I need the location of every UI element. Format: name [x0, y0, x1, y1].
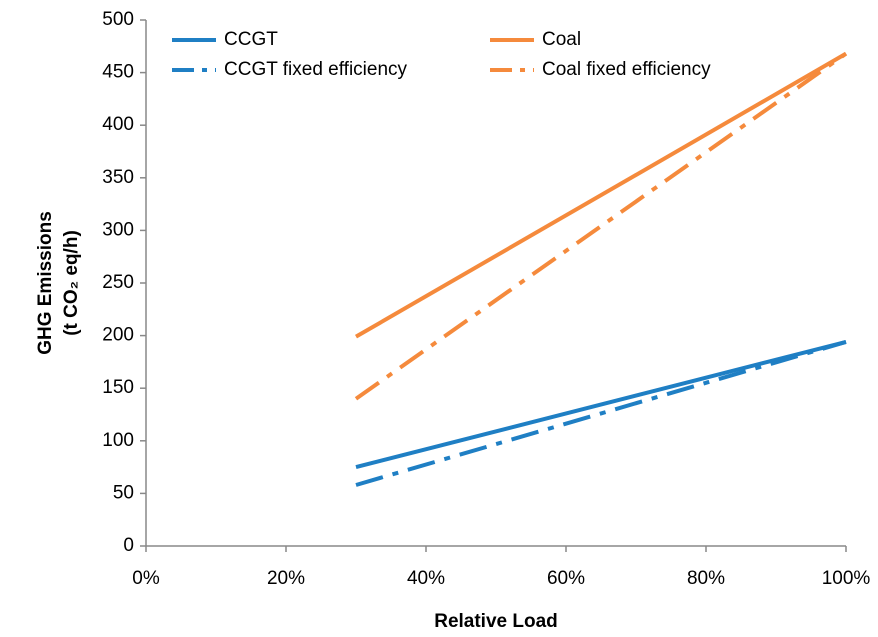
y-tick-label: 200 [102, 325, 134, 346]
y-tick-label: 250 [102, 272, 134, 293]
x-axis-label: Relative Load [434, 611, 558, 632]
series-line [355, 339, 847, 487]
y-tick-label: 0 [123, 535, 134, 556]
legend-label: CCGT [224, 29, 278, 50]
y-axis-label: (t CO₂ eq/h) [61, 230, 82, 336]
legend-label: Coal [542, 29, 581, 50]
x-tick-label: 40% [407, 568, 445, 589]
x-tick-label: 60% [547, 568, 585, 589]
x-tick-label: 100% [822, 568, 871, 589]
y-tick-label: 50 [113, 482, 134, 503]
y-tick-label: 100 [102, 430, 134, 451]
x-tick-label: 20% [267, 568, 305, 589]
y-axis-label: GHG Emissions [35, 211, 56, 355]
y-tick-label: 500 [102, 9, 134, 30]
y-tick-label: 150 [102, 377, 134, 398]
y-tick-label: 350 [102, 167, 134, 188]
legend-label: Coal fixed efficiency [542, 59, 711, 80]
y-tick-label: 450 [102, 62, 134, 83]
y-tick-label: 400 [102, 114, 134, 135]
legend-label: CCGT fixed efficiency [224, 59, 408, 80]
x-tick-label: 0% [132, 568, 160, 589]
x-tick-label: 80% [687, 568, 725, 589]
series-line [354, 51, 848, 339]
series-line [354, 52, 848, 401]
series-line [355, 339, 847, 470]
y-tick-label: 300 [102, 219, 134, 240]
